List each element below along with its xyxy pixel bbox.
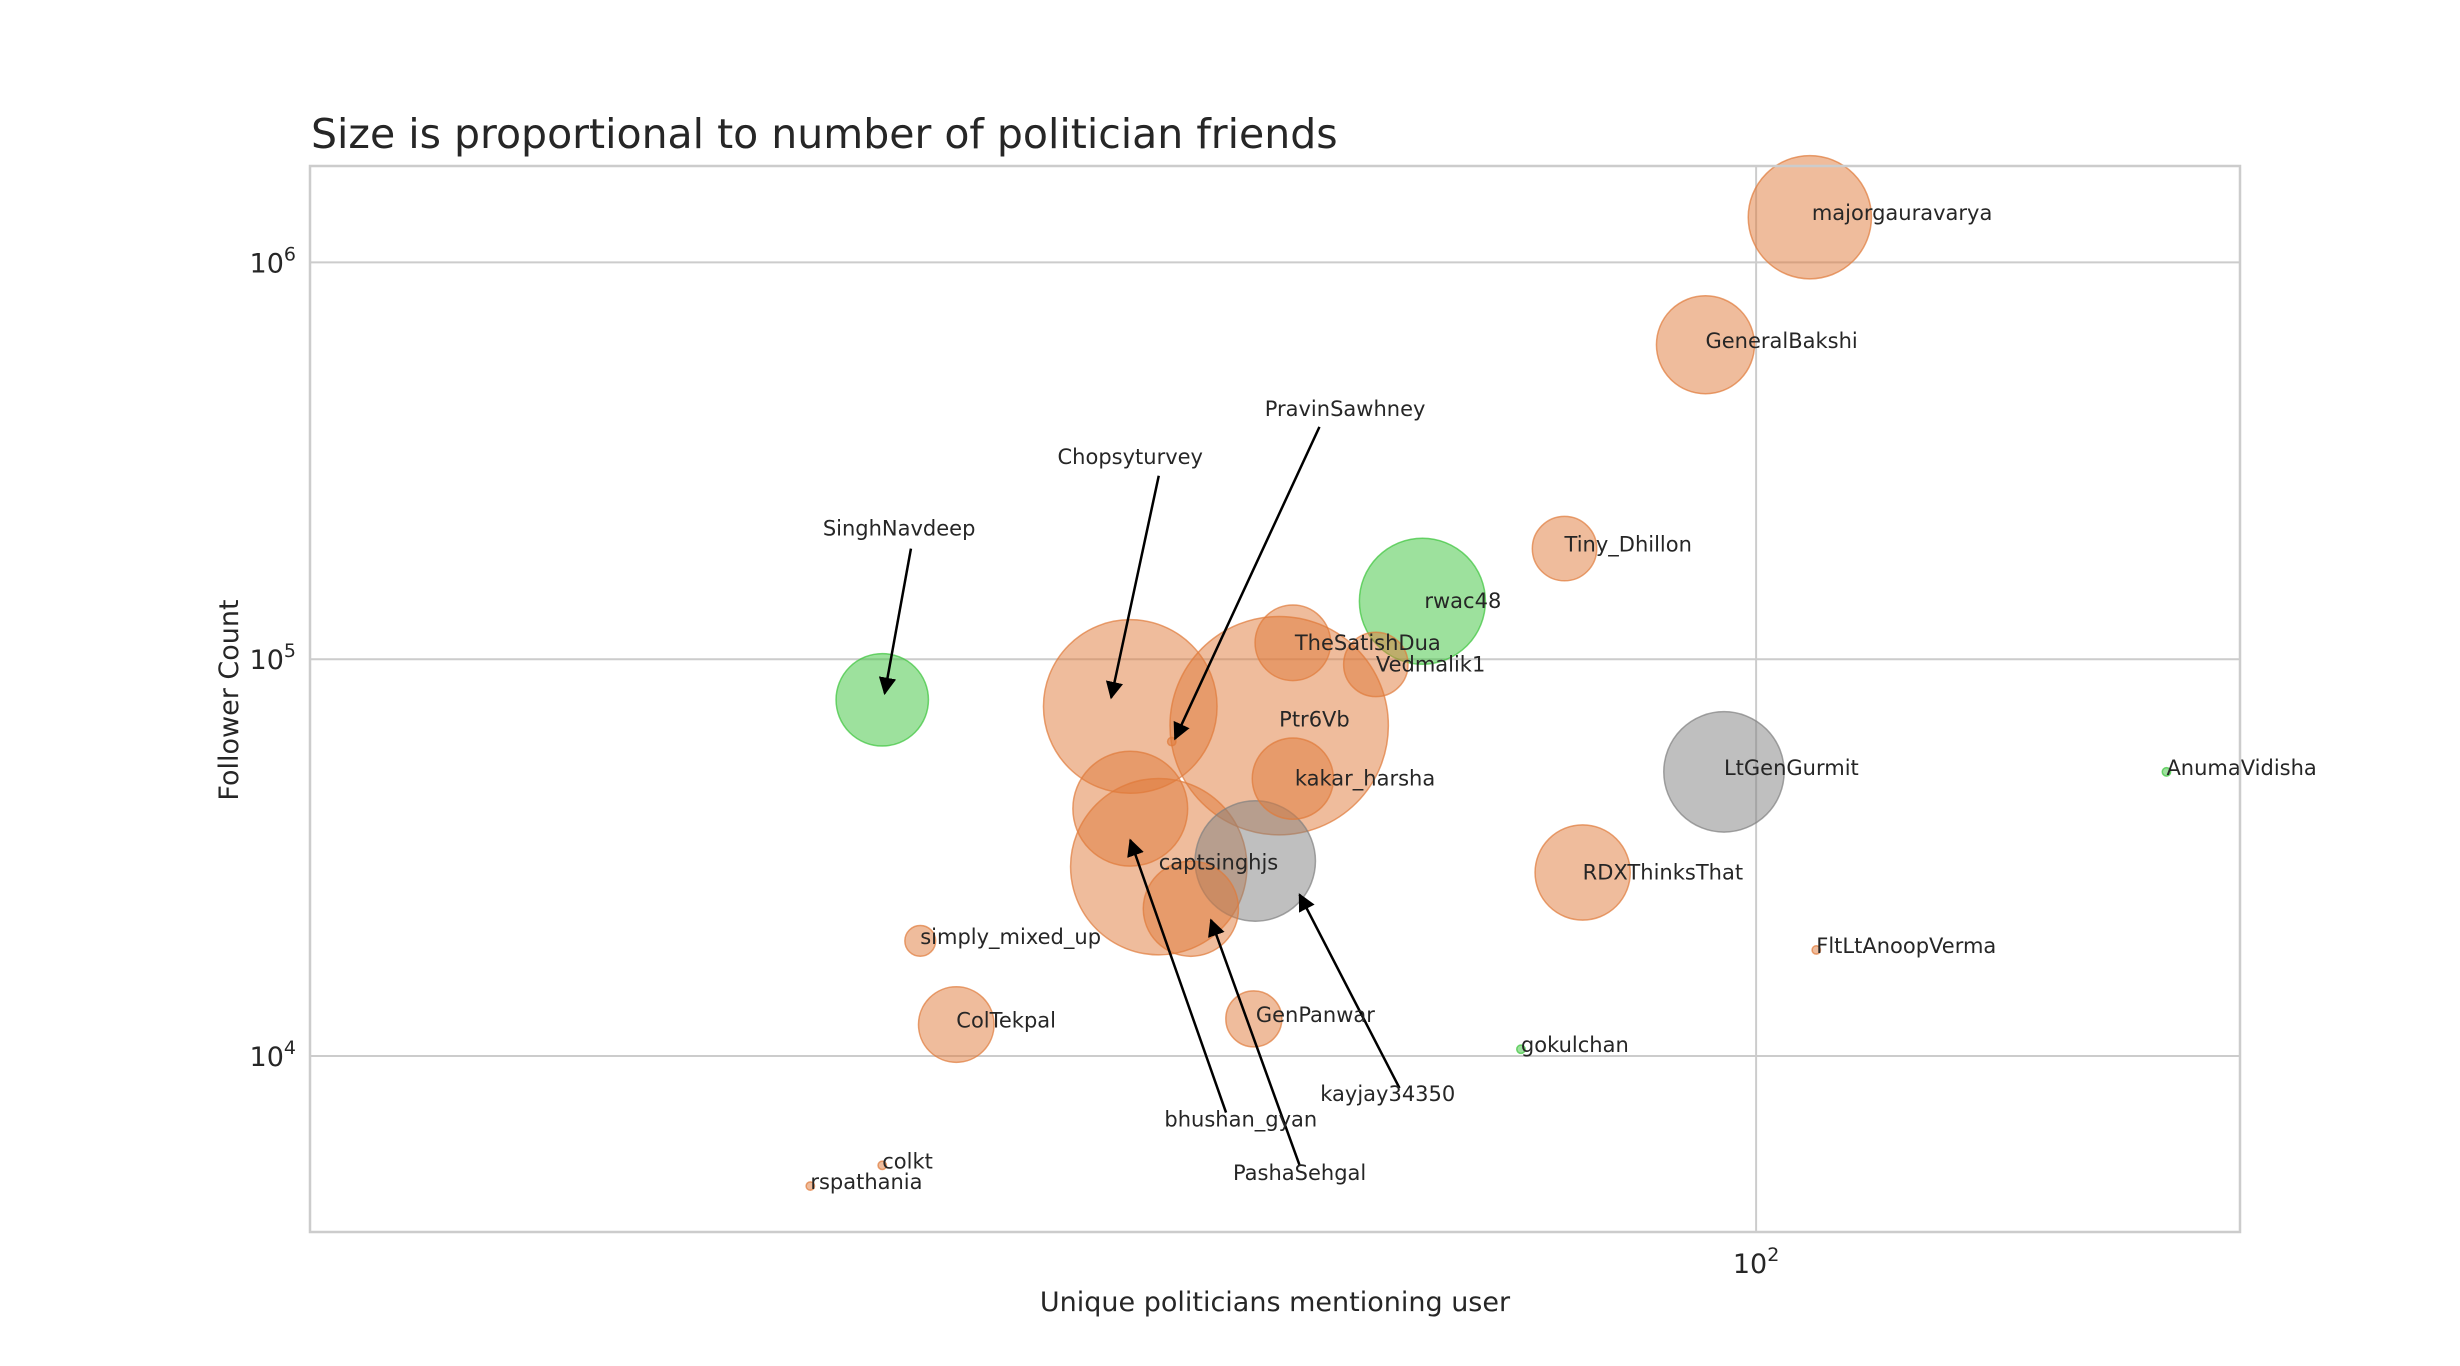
bubble-rwac48	[1358, 537, 1487, 665]
bubble-LtGenGurmit	[1663, 710, 1785, 833]
arrow-bhushan_gyan	[1127, 838, 1228, 1113]
bubble-kakar_harsha	[1251, 737, 1335, 820]
bubble-simply_mixed_up	[904, 924, 937, 958]
label-majorgauravarya: majorgauravarya	[1812, 201, 1993, 225]
y-tick-label: 105	[250, 640, 296, 676]
bubble-RDXThinksThat	[1534, 824, 1632, 921]
bubble-series	[805, 154, 2172, 1192]
label-PravinSawhney: PravinSawhney	[1265, 397, 1426, 421]
label-bhushan_gyan: bhushan_gyan	[1164, 1107, 1317, 1132]
x-tick-label: 102	[1733, 1244, 1779, 1280]
y-axis-label: Follower Count	[214, 599, 245, 800]
bubble-GeneralBakshi	[1655, 295, 1756, 395]
grid-lines	[310, 166, 2240, 1232]
y-tick-label: 104	[250, 1037, 296, 1073]
annotation-arrows	[878, 426, 1401, 1166]
y-tick-label: 106	[250, 243, 296, 279]
bubble-TheSatishDua	[1254, 604, 1332, 682]
bubble-ColTekpal	[917, 985, 995, 1064]
bubble-GenPanwar	[1225, 990, 1283, 1048]
bubble-bhushan_gyan	[1072, 750, 1189, 867]
bubble-colkt	[877, 1160, 888, 1171]
label-kayjay34350: kayjay34350	[1320, 1082, 1455, 1106]
bubble-AnumaVidisha	[2161, 766, 2172, 777]
label-Chopsyturvey: Chopsyturvey	[1058, 445, 1203, 469]
label-ColTekpal: ColTekpal	[956, 1009, 1056, 1033]
label-captsinghjs: captsinghjs	[1159, 851, 1278, 875]
label-kakar_harsha: kakar_harsha	[1295, 767, 1435, 792]
label-simply_mixed_up: simply_mixed_up	[920, 925, 1101, 950]
bubble-FltLtAnoopVerma	[1811, 945, 1822, 955]
label-GenPanwar: GenPanwar	[1256, 1003, 1375, 1027]
bubble-Tiny_Dhillon	[1531, 515, 1598, 582]
label-LtGenGurmit: LtGenGurmit	[1724, 756, 1859, 780]
label-GeneralBakshi: GeneralBakshi	[1705, 329, 1857, 353]
arrow-kayjay34350	[1298, 893, 1401, 1089]
label-rspathania: rspathania	[810, 1170, 922, 1194]
label-FltLtAnoopVerma: FltLtAnoopVerma	[1816, 934, 1996, 958]
label-Ptr6Vb: Ptr6Vb	[1279, 708, 1350, 732]
label-SinghNavdeep: SinghNavdeep	[823, 517, 976, 541]
label-AnumaVidisha: AnumaVidisha	[2166, 756, 2316, 780]
label-colkt: colkt	[882, 1149, 933, 1173]
label-gokulchan: gokulchan	[1521, 1033, 1629, 1057]
bubble-gokulchan	[1515, 1044, 1526, 1055]
point-labels: majorgauravarya GeneralBakshi Tiny_Dhillon…	[810, 201, 2316, 1194]
label-Vedmalik1: Vedmalik1	[1376, 652, 1486, 676]
bubble-PashaSehgal	[1142, 860, 1240, 958]
plot-frame	[308, 164, 2242, 1234]
bubble-Vedmalik1	[1342, 631, 1409, 698]
label-PashaSehgal: PashaSehgal	[1233, 1161, 1366, 1185]
label-rwac48: rwac48	[1424, 589, 1501, 613]
tick-labels: 104 105 106 102	[250, 243, 1780, 1280]
chart-title: Size is proportional to number of politi…	[311, 110, 1338, 158]
arrow-SinghNavdeep	[878, 548, 913, 696]
label-RDXThinksThat: RDXThinksThat	[1583, 860, 1743, 884]
arrow-PashaSehgal	[1208, 918, 1301, 1166]
label-TheSatishDua: TheSatishDua	[1294, 631, 1441, 655]
arrow-Chopsyturvey	[1105, 475, 1160, 700]
label-Tiny_Dhillon: Tiny_Dhillon	[1564, 533, 1692, 558]
x-axis-label: Unique politicians mentioning user	[1040, 1287, 1511, 1318]
arrow-PravinSawhney	[1173, 426, 1321, 741]
bubble-majorgauravarya	[1747, 154, 1873, 280]
bubble-rspathania	[805, 1181, 816, 1192]
bubble-SinghNavdeep	[835, 652, 930, 747]
